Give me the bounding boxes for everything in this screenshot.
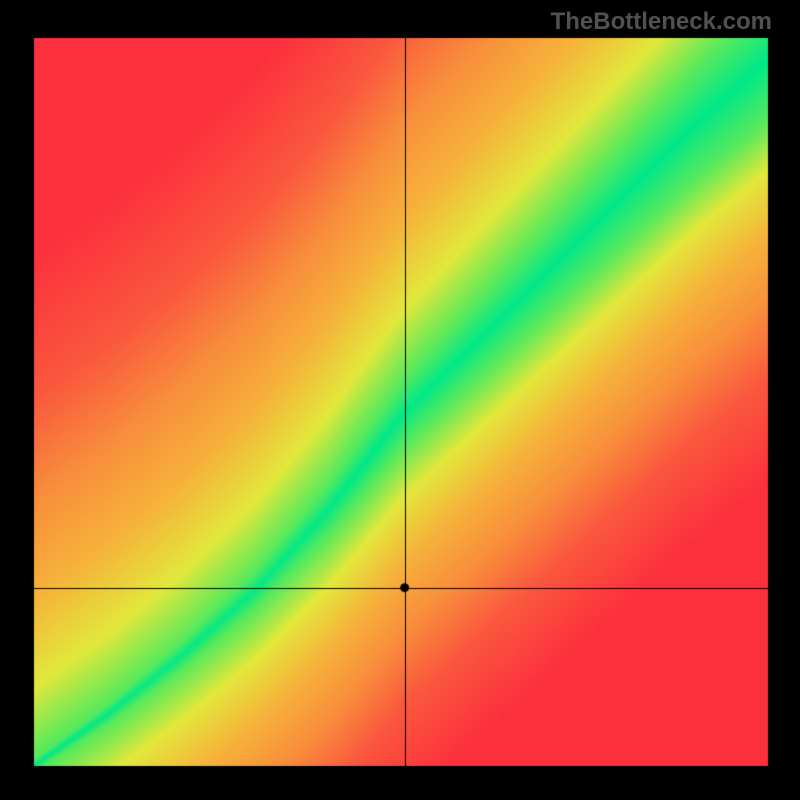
bottleneck-heatmap bbox=[0, 0, 800, 800]
watermark: TheBottleneck.com bbox=[551, 8, 772, 36]
